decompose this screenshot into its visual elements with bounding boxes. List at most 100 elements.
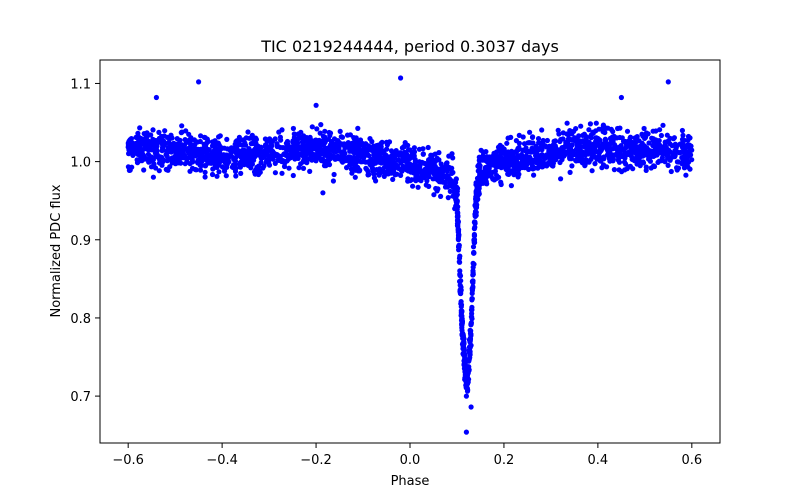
data-point bbox=[290, 152, 296, 158]
data-point bbox=[602, 136, 609, 142]
data-point bbox=[378, 140, 384, 146]
data-point-outlier bbox=[463, 429, 469, 435]
data-point bbox=[322, 139, 328, 146]
data-point bbox=[575, 150, 581, 156]
data-point bbox=[653, 128, 659, 134]
data-point bbox=[243, 157, 249, 163]
data-point bbox=[469, 287, 475, 294]
data-point bbox=[461, 352, 467, 359]
data-point bbox=[274, 142, 280, 148]
data-point bbox=[217, 149, 223, 156]
data-point bbox=[682, 149, 688, 155]
data-point bbox=[348, 166, 354, 172]
data-point bbox=[324, 150, 330, 157]
data-point bbox=[583, 156, 589, 163]
data-point bbox=[290, 125, 296, 132]
data-point bbox=[320, 150, 327, 157]
data-point bbox=[162, 128, 168, 134]
data-point bbox=[558, 136, 564, 143]
data-point bbox=[172, 145, 178, 151]
data-point bbox=[489, 170, 495, 176]
data-point bbox=[634, 144, 640, 150]
data-point bbox=[646, 156, 652, 162]
data-point bbox=[607, 135, 614, 141]
y-tick-label: 0.7 bbox=[70, 390, 91, 405]
data-point bbox=[609, 153, 615, 159]
x-tick-label: 0.4 bbox=[588, 453, 609, 468]
data-point bbox=[201, 145, 207, 151]
data-point bbox=[679, 127, 686, 134]
data-point bbox=[471, 239, 477, 245]
data-point bbox=[444, 160, 450, 166]
data-point bbox=[578, 123, 584, 129]
data-point bbox=[580, 150, 586, 156]
data-point bbox=[294, 137, 300, 143]
data-point bbox=[471, 219, 477, 225]
data-point bbox=[208, 160, 214, 166]
data-point bbox=[611, 167, 618, 173]
data-point bbox=[153, 165, 159, 171]
data-point bbox=[470, 272, 476, 278]
data-point bbox=[469, 304, 475, 310]
data-point bbox=[625, 164, 632, 170]
data-point bbox=[263, 142, 269, 148]
data-point bbox=[508, 183, 514, 189]
data-point bbox=[199, 158, 205, 164]
data-point bbox=[340, 141, 346, 148]
data-point bbox=[605, 149, 611, 156]
data-point bbox=[674, 167, 680, 173]
data-point bbox=[460, 331, 466, 338]
data-point-outlier bbox=[463, 393, 469, 399]
data-point bbox=[467, 338, 473, 344]
data-point bbox=[574, 137, 581, 143]
data-point bbox=[318, 122, 324, 128]
data-point bbox=[669, 143, 675, 149]
data-point bbox=[570, 129, 576, 135]
data-point bbox=[136, 145, 142, 151]
data-point bbox=[149, 147, 155, 153]
data-point bbox=[272, 160, 278, 166]
data-point bbox=[337, 128, 343, 134]
data-point bbox=[140, 155, 146, 161]
data-point bbox=[229, 145, 235, 151]
data-point bbox=[511, 172, 517, 178]
data-point bbox=[406, 163, 412, 169]
data-point bbox=[295, 151, 301, 157]
data-point bbox=[264, 158, 270, 164]
data-point bbox=[331, 136, 338, 142]
data-point bbox=[456, 242, 462, 248]
data-point bbox=[535, 136, 542, 142]
data-point bbox=[599, 126, 605, 132]
data-point bbox=[314, 126, 320, 132]
data-point bbox=[520, 134, 526, 140]
data-point bbox=[424, 167, 430, 174]
data-point bbox=[621, 159, 628, 165]
data-point bbox=[445, 195, 451, 201]
x-tick-label: 0.6 bbox=[681, 453, 702, 468]
data-point bbox=[225, 156, 231, 162]
data-point bbox=[321, 163, 328, 169]
data-point bbox=[616, 159, 623, 165]
data-point bbox=[610, 140, 616, 146]
data-point bbox=[412, 156, 418, 163]
x-tick-label: −0.6 bbox=[112, 453, 144, 468]
data-point bbox=[516, 171, 522, 177]
data-point bbox=[418, 160, 424, 166]
data-point bbox=[447, 188, 453, 194]
data-point bbox=[576, 133, 582, 139]
data-point bbox=[665, 138, 671, 144]
data-point bbox=[365, 172, 371, 178]
data-point bbox=[204, 157, 210, 164]
data-point bbox=[567, 154, 573, 161]
data-point bbox=[326, 136, 332, 142]
x-tick-label: −0.4 bbox=[206, 453, 238, 468]
data-point bbox=[136, 158, 142, 164]
data-point bbox=[353, 135, 359, 141]
data-point bbox=[247, 150, 253, 156]
data-point bbox=[388, 148, 395, 154]
data-point bbox=[453, 179, 459, 186]
data-point bbox=[464, 385, 470, 391]
data-point bbox=[651, 163, 658, 170]
data-point bbox=[269, 155, 276, 162]
data-point bbox=[232, 168, 239, 174]
